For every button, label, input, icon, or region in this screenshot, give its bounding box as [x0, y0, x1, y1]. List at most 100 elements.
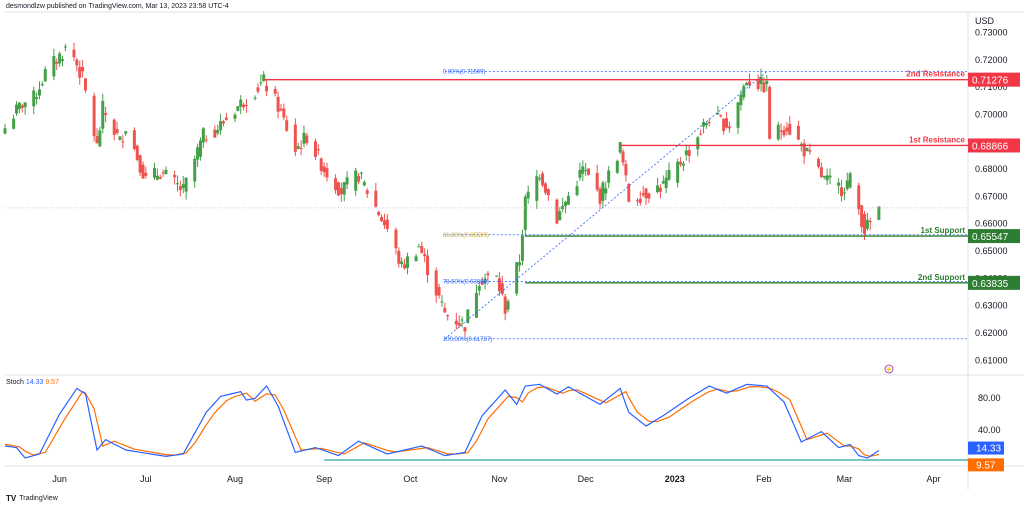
price-tick-label: 0.67000: [975, 191, 1008, 201]
candle-body: [635, 200, 639, 202]
candle-body: [483, 278, 487, 284]
candle-body: [466, 309, 470, 324]
candle-body: [244, 104, 248, 106]
candle-body: [541, 173, 545, 186]
fib-trend-line: [444, 71, 768, 340]
candle-body: [204, 139, 208, 141]
candle-body: [339, 188, 343, 195]
candle-body: [601, 182, 605, 201]
candle-body: [535, 176, 539, 201]
candle-body: [558, 211, 562, 221]
candle-body: [400, 261, 404, 265]
candle-body: [78, 66, 82, 78]
candle-body: [175, 183, 179, 185]
currency-label: USD: [975, 16, 995, 26]
candle-body: [845, 180, 849, 189]
candle-body: [615, 160, 619, 173]
candle-body: [641, 193, 645, 196]
candle-body: [276, 96, 280, 112]
candle-body: [256, 87, 260, 92]
candle-body: [219, 121, 223, 131]
level-price-label: 0.65547: [972, 232, 1009, 243]
candle-body: [768, 86, 772, 139]
stoch-tick-label: 80.00: [978, 393, 1001, 403]
candle-body: [523, 196, 527, 230]
candle-body: [135, 145, 139, 160]
candle-body: [152, 168, 156, 178]
level-price-badge: [968, 72, 1020, 87]
candle-body: [676, 161, 680, 183]
candle-body: [722, 118, 726, 132]
price-tick-label: 0.63000: [975, 301, 1008, 311]
candle-body: [463, 327, 467, 332]
candle-body: [32, 90, 36, 107]
candle-body: [647, 193, 651, 199]
candles-group: [3, 42, 881, 338]
candle-body: [661, 181, 665, 184]
time-tick-label: Jul: [140, 474, 152, 484]
candle-body: [380, 217, 384, 222]
level-name-label: 2nd Resistance: [906, 70, 965, 79]
level-price-badge: [968, 138, 1020, 153]
candle-body: [17, 102, 21, 110]
candle-body: [359, 172, 363, 174]
candle-body: [374, 190, 378, 207]
candle-body: [555, 199, 559, 224]
candle-body: [414, 256, 418, 262]
candle-body: [440, 301, 444, 303]
candle-body: [224, 117, 228, 120]
candle-body: [506, 301, 510, 310]
level-price-badge: [968, 275, 1020, 290]
candle-body: [141, 164, 145, 179]
candle-body: [161, 172, 165, 174]
candle-body: [242, 104, 246, 108]
candle-body: [656, 185, 660, 193]
price-tick-label: 0.72000: [975, 55, 1008, 65]
candle-body: [566, 195, 570, 205]
candle-body: [575, 186, 579, 195]
candle-body: [644, 188, 648, 199]
level-price-badge: [968, 229, 1020, 244]
candle-body: [12, 118, 16, 129]
candle-body: [158, 176, 162, 179]
stoch-k-badge: [968, 441, 1004, 455]
candle-body: [546, 189, 550, 196]
candle-body: [543, 183, 547, 193]
candle-body: [687, 150, 691, 156]
candle-body: [426, 255, 430, 276]
candle-body: [72, 49, 76, 58]
candle-body: [92, 95, 96, 136]
candle-body: [518, 262, 522, 266]
candle-body: [319, 158, 323, 171]
candle-body: [52, 56, 56, 77]
candle-body: [748, 81, 752, 85]
time-tick-label: 2023: [665, 474, 685, 484]
tradingview-footer[interactable]: TV TradingView: [6, 494, 58, 503]
candle-body: [486, 273, 490, 276]
candle-body: [124, 131, 128, 134]
candle-body: [857, 185, 861, 210]
candle-body: [265, 85, 269, 92]
candle-body: [313, 141, 317, 157]
candle-body: [253, 97, 257, 99]
time-tick-label: Sep: [316, 474, 332, 484]
candle-body: [75, 59, 79, 66]
candle-body: [394, 229, 398, 249]
candle-body: [719, 115, 723, 117]
candle-body: [325, 168, 329, 178]
candle-body: [788, 123, 792, 135]
level-price-label: 0.68866: [972, 141, 1009, 152]
candle-body: [618, 142, 622, 153]
candle-body: [725, 118, 729, 128]
candle-body: [342, 182, 346, 195]
candle-body: [259, 82, 263, 84]
candle-body: [334, 178, 338, 191]
candle-body: [817, 159, 821, 167]
candle-body: [55, 61, 59, 64]
candle-body: [877, 206, 881, 220]
fib-level-label: 61.80%(0.65595): [443, 233, 489, 239]
candle-body: [181, 184, 185, 189]
candle-body: [417, 246, 421, 248]
stoch-k-badge-label: 14.33: [976, 444, 1001, 455]
